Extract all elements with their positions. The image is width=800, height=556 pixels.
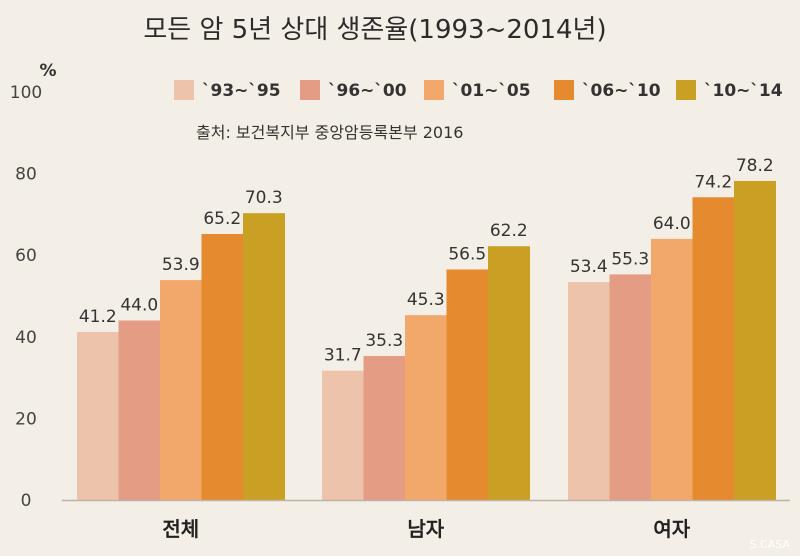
legend-swatch [676,80,696,100]
value-label: 31.7 [324,346,362,366]
value-label: 53.4 [570,257,608,277]
y-tick-label: 0 [21,491,32,511]
chart-title: 모든 암 5년 상대 생존율(1993~2014년) [143,15,606,45]
bar [322,370,364,500]
watermark-text: S.CASA [750,538,791,551]
bar [243,213,285,500]
bar [118,320,161,500]
legend-label: `96~`00 [328,81,407,101]
value-label: 41.2 [79,307,117,327]
bar [201,233,244,500]
bar [734,180,776,500]
bar [77,331,119,500]
legend: `93~`95 `96~`00 `01~`05 `06~`10 `10~`14 [174,80,783,101]
category-label: 남자 [407,517,444,541]
bar [692,197,735,500]
category-label: 여자 [653,517,690,541]
y-tick-label: 80 [15,165,37,185]
value-label: 35.3 [365,331,403,351]
y-axis-unit: % [39,61,56,81]
x-axis: 전체 남자 여자 [62,499,790,541]
y-tick-label: 40 [15,328,37,348]
legend-label: `93~`95 [202,81,281,101]
value-label: 78.2 [736,156,774,176]
value-label: 45.3 [407,290,445,310]
legend-label: `06~`10 [582,81,661,101]
legend-label: `10~`14 [704,81,783,101]
bar [651,238,693,500]
value-label: 70.3 [245,188,283,208]
value-label: 53.9 [162,255,200,275]
value-label: 64.0 [653,214,691,234]
bar [160,280,202,500]
bar [446,269,489,500]
value-label: 65.2 [203,209,241,229]
bar [405,315,447,500]
source-note: 출처: 보건복지부 중앙암등록본부 2016 [196,123,463,142]
legend-swatch [424,80,444,100]
y-tick-label: 100 [10,83,42,103]
y-tick-label: 20 [15,409,37,429]
value-label: 44.0 [120,295,158,315]
value-label: 55.3 [611,249,649,269]
value-label: 74.2 [694,172,732,192]
bar [363,355,406,500]
legend-swatch [174,80,194,100]
value-label: 56.5 [448,244,486,264]
value-label: 62.2 [490,221,528,241]
category-label: 전체 [162,517,199,541]
legend-label: `01~`05 [452,81,531,101]
bar [568,282,610,500]
legend-swatch [300,80,320,100]
y-axis: 0 20 40 60 80 100 [10,83,42,511]
bars [77,180,776,500]
y-tick-label: 60 [15,246,37,266]
legend-swatch [554,80,574,100]
bar [609,274,652,500]
value-labels: 41.244.053.9 65.270.3 31.735.3 45.3 56.562.2… [79,156,774,366]
bar [488,246,530,500]
